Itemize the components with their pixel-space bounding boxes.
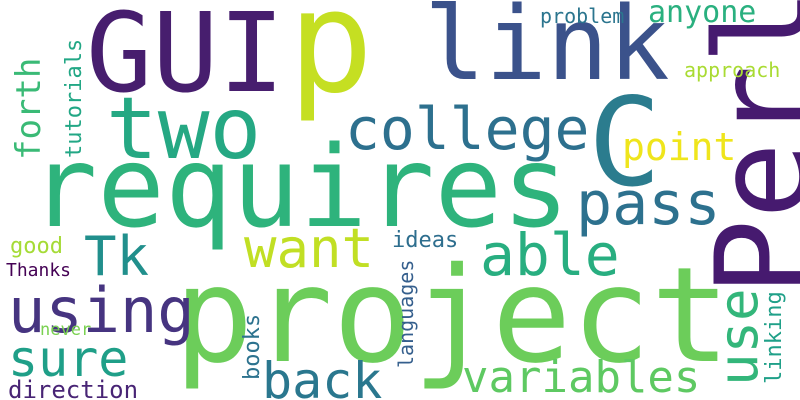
word-ideas: ideas (392, 230, 458, 252)
word-forth: forth (12, 58, 46, 160)
word-never: never (40, 322, 91, 339)
word-languages: languages (396, 260, 416, 368)
word-point: point (622, 128, 736, 166)
word-good: good (10, 236, 63, 258)
word-variables: variables (462, 356, 700, 400)
word-problem: problem (540, 6, 624, 26)
word-direction: direction (8, 378, 138, 400)
word-tutorials: tutorials (64, 39, 86, 158)
word-want: want (244, 222, 374, 276)
word-use: use (712, 288, 766, 386)
word-back: back (262, 356, 382, 400)
word-college: college (345, 100, 589, 158)
word-linking: linking (764, 291, 786, 384)
word-thanks: Thanks (6, 262, 71, 280)
word-anyone: anyone (648, 0, 756, 28)
word-able: able (480, 226, 620, 284)
word-books: books (242, 314, 264, 380)
word-approach: approach (684, 60, 780, 80)
